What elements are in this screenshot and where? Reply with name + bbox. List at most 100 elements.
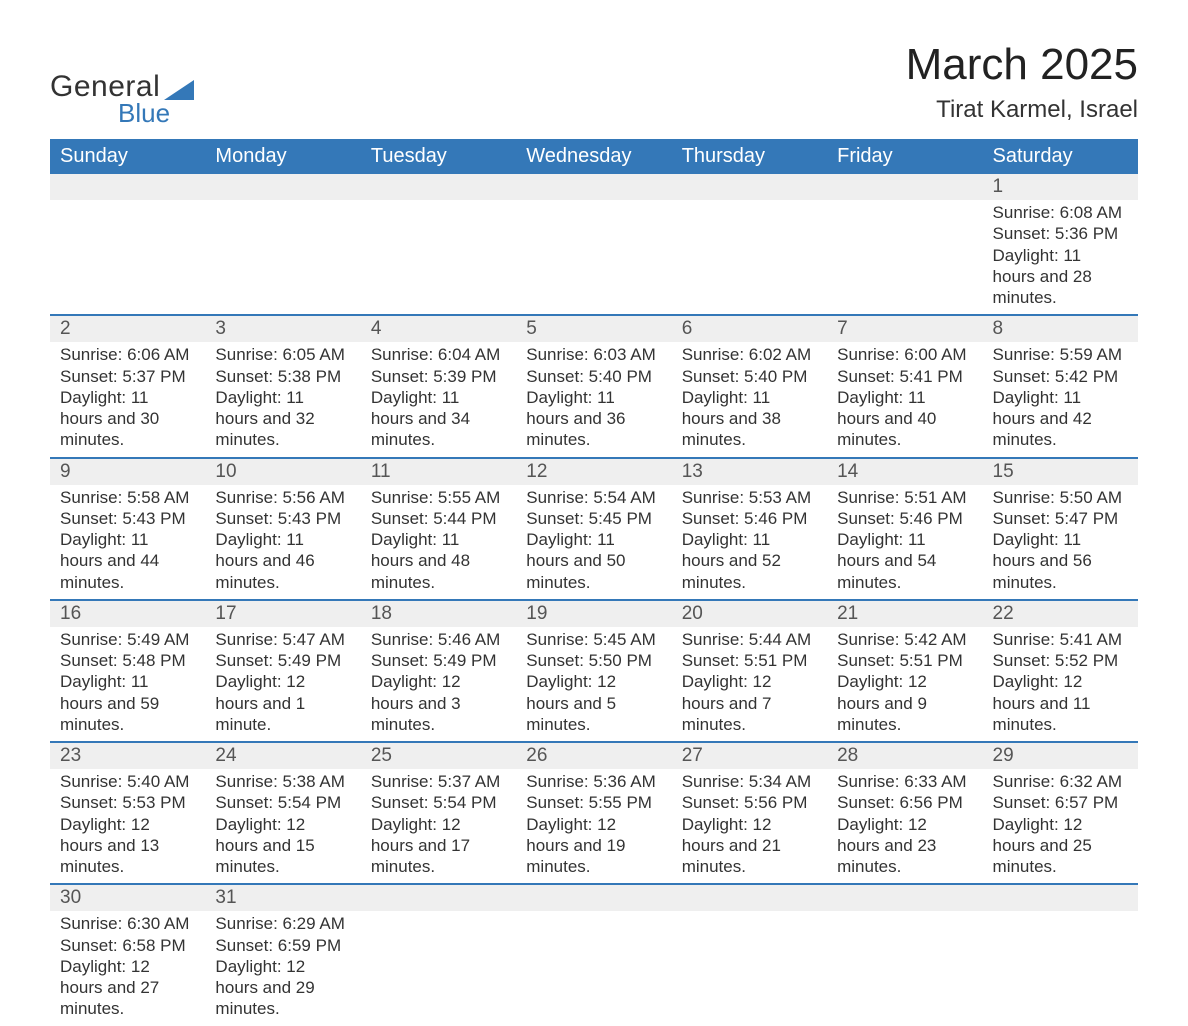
calendar-table: Sunday Monday Tuesday Wednesday Thursday…	[50, 139, 1138, 1026]
calendar-day-cell: 21Sunrise: 5:42 AMSunset: 5:51 PMDayligh…	[827, 600, 982, 742]
title-block: March 2025 Tirat Karmel, Israel	[906, 40, 1138, 124]
col-thursday: Thursday	[672, 139, 827, 174]
day-data: Sunrise: 5:55 AMSunset: 5:44 PMDaylight:…	[361, 485, 516, 599]
sunrise-text: Sunrise: 5:40 AM	[60, 771, 195, 792]
day-number: 31	[205, 885, 360, 911]
col-friday: Friday	[827, 139, 982, 174]
day-data: Sunrise: 5:47 AMSunset: 5:49 PMDaylight:…	[205, 627, 360, 741]
day-number: 5	[516, 316, 671, 342]
day-number: 11	[361, 459, 516, 485]
sunset-text: Sunset: 5:44 PM	[371, 508, 506, 529]
day-data: Sunrise: 5:49 AMSunset: 5:48 PMDaylight:…	[50, 627, 205, 741]
daylight-text: Daylight: 11 hours and 46 minutes.	[215, 529, 350, 593]
calendar-day-cell: 25Sunrise: 5:37 AMSunset: 5:54 PMDayligh…	[361, 742, 516, 884]
sunset-text: Sunset: 5:46 PM	[682, 508, 817, 529]
day-data: Sunrise: 6:03 AMSunset: 5:40 PMDaylight:…	[516, 342, 671, 456]
daylight-text: Daylight: 11 hours and 54 minutes.	[837, 529, 972, 593]
header-row: General Blue March 2025 Tirat Karmel, Is…	[50, 40, 1138, 129]
calendar-day-cell: 8Sunrise: 5:59 AMSunset: 5:42 PMDaylight…	[983, 315, 1138, 457]
day-number	[361, 174, 516, 200]
day-data: Sunrise: 6:32 AMSunset: 6:57 PMDaylight:…	[983, 769, 1138, 883]
day-data: Sunrise: 6:33 AMSunset: 6:56 PMDaylight:…	[827, 769, 982, 883]
day-number: 16	[50, 601, 205, 627]
calendar-day-cell: 17Sunrise: 5:47 AMSunset: 5:49 PMDayligh…	[205, 600, 360, 742]
calendar-day-cell	[516, 884, 671, 1025]
calendar-day-cell: 26Sunrise: 5:36 AMSunset: 5:55 PMDayligh…	[516, 742, 671, 884]
sunset-text: Sunset: 5:36 PM	[993, 223, 1128, 244]
sunrise-text: Sunrise: 5:47 AM	[215, 629, 350, 650]
calendar-day-cell: 28Sunrise: 6:33 AMSunset: 6:56 PMDayligh…	[827, 742, 982, 884]
calendar-day-cell	[361, 884, 516, 1025]
daylight-text: Daylight: 11 hours and 40 minutes.	[837, 387, 972, 451]
calendar-day-cell: 18Sunrise: 5:46 AMSunset: 5:49 PMDayligh…	[361, 600, 516, 742]
sunrise-text: Sunrise: 5:38 AM	[215, 771, 350, 792]
day-data	[361, 200, 516, 208]
day-data: Sunrise: 5:53 AMSunset: 5:46 PMDaylight:…	[672, 485, 827, 599]
sunset-text: Sunset: 5:56 PM	[682, 792, 817, 813]
daylight-text: Daylight: 11 hours and 50 minutes.	[526, 529, 661, 593]
col-tuesday: Tuesday	[361, 139, 516, 174]
calendar-day-cell: 31Sunrise: 6:29 AMSunset: 6:59 PMDayligh…	[205, 884, 360, 1025]
sunset-text: Sunset: 5:43 PM	[60, 508, 195, 529]
sunset-text: Sunset: 5:51 PM	[682, 650, 817, 671]
day-number: 2	[50, 316, 205, 342]
daylight-text: Daylight: 12 hours and 11 minutes.	[993, 671, 1128, 735]
daylight-text: Daylight: 12 hours and 25 minutes.	[993, 814, 1128, 878]
daylight-text: Daylight: 12 hours and 27 minutes.	[60, 956, 195, 1020]
calendar-day-cell: 3Sunrise: 6:05 AMSunset: 5:38 PMDaylight…	[205, 315, 360, 457]
day-data: Sunrise: 6:06 AMSunset: 5:37 PMDaylight:…	[50, 342, 205, 456]
calendar-day-cell: 22Sunrise: 5:41 AMSunset: 5:52 PMDayligh…	[983, 600, 1138, 742]
day-data	[361, 911, 516, 919]
col-wednesday: Wednesday	[516, 139, 671, 174]
sunset-text: Sunset: 5:40 PM	[682, 366, 817, 387]
calendar-day-cell: 6Sunrise: 6:02 AMSunset: 5:40 PMDaylight…	[672, 315, 827, 457]
day-number	[827, 174, 982, 200]
sunset-text: Sunset: 6:56 PM	[837, 792, 972, 813]
day-data: Sunrise: 5:34 AMSunset: 5:56 PMDaylight:…	[672, 769, 827, 883]
daylight-text: Daylight: 11 hours and 48 minutes.	[371, 529, 506, 593]
day-data: Sunrise: 5:54 AMSunset: 5:45 PMDaylight:…	[516, 485, 671, 599]
sunrise-text: Sunrise: 5:53 AM	[682, 487, 817, 508]
day-number: 27	[672, 743, 827, 769]
day-data: Sunrise: 5:37 AMSunset: 5:54 PMDaylight:…	[361, 769, 516, 883]
calendar-day-cell: 1Sunrise: 6:08 AMSunset: 5:36 PMDaylight…	[983, 174, 1138, 315]
day-number: 20	[672, 601, 827, 627]
day-data: Sunrise: 5:56 AMSunset: 5:43 PMDaylight:…	[205, 485, 360, 599]
calendar-day-cell: 9Sunrise: 5:58 AMSunset: 5:43 PMDaylight…	[50, 458, 205, 600]
daylight-text: Daylight: 11 hours and 30 minutes.	[60, 387, 195, 451]
day-number	[361, 885, 516, 911]
daylight-text: Daylight: 12 hours and 23 minutes.	[837, 814, 972, 878]
day-number	[205, 174, 360, 200]
calendar-day-cell: 13Sunrise: 5:53 AMSunset: 5:46 PMDayligh…	[672, 458, 827, 600]
calendar-day-cell: 27Sunrise: 5:34 AMSunset: 5:56 PMDayligh…	[672, 742, 827, 884]
day-number: 23	[50, 743, 205, 769]
day-data: Sunrise: 5:46 AMSunset: 5:49 PMDaylight:…	[361, 627, 516, 741]
day-data	[205, 200, 360, 208]
sunrise-text: Sunrise: 6:05 AM	[215, 344, 350, 365]
sunset-text: Sunset: 5:42 PM	[993, 366, 1128, 387]
day-data: Sunrise: 6:02 AMSunset: 5:40 PMDaylight:…	[672, 342, 827, 456]
col-saturday: Saturday	[983, 139, 1138, 174]
day-number: 6	[672, 316, 827, 342]
daylight-text: Daylight: 11 hours and 36 minutes.	[526, 387, 661, 451]
day-number: 15	[983, 459, 1138, 485]
day-number	[983, 885, 1138, 911]
day-number: 4	[361, 316, 516, 342]
day-data	[827, 200, 982, 208]
calendar-day-cell	[361, 174, 516, 315]
sunset-text: Sunset: 5:49 PM	[371, 650, 506, 671]
calendar-day-cell	[516, 174, 671, 315]
sunrise-text: Sunrise: 6:29 AM	[215, 913, 350, 934]
calendar-day-cell: 24Sunrise: 5:38 AMSunset: 5:54 PMDayligh…	[205, 742, 360, 884]
day-number: 17	[205, 601, 360, 627]
sunrise-text: Sunrise: 5:51 AM	[837, 487, 972, 508]
day-data	[827, 911, 982, 919]
sunset-text: Sunset: 5:48 PM	[60, 650, 195, 671]
sunrise-text: Sunrise: 6:32 AM	[993, 771, 1128, 792]
sunset-text: Sunset: 5:39 PM	[371, 366, 506, 387]
day-number: 28	[827, 743, 982, 769]
col-sunday: Sunday	[50, 139, 205, 174]
day-number: 22	[983, 601, 1138, 627]
day-number	[516, 885, 671, 911]
brand-logo: General Blue	[50, 70, 194, 129]
